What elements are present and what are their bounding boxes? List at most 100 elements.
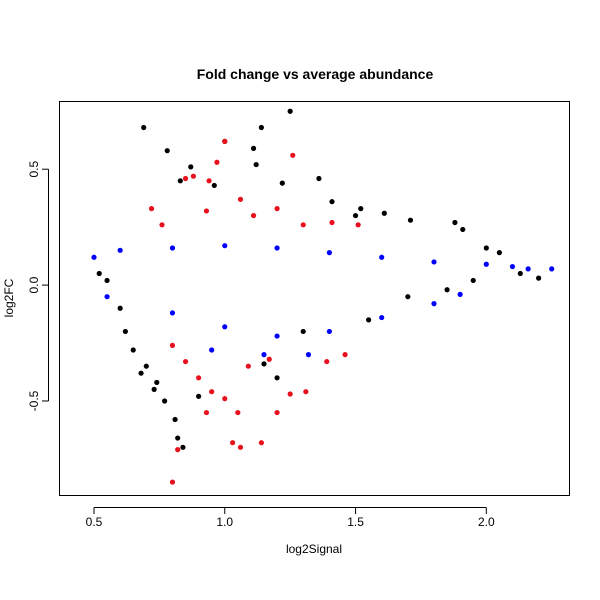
data-point <box>91 254 97 260</box>
x-tick-label: 0.5 <box>86 515 103 529</box>
data-point <box>245 363 251 369</box>
data-point <box>274 206 280 212</box>
data-point <box>148 206 155 212</box>
data-point <box>159 222 165 228</box>
data-point <box>300 222 306 228</box>
x-tick-label: 1.5 <box>347 515 364 529</box>
data-point <box>188 164 194 170</box>
data-point <box>253 161 259 168</box>
data-point <box>206 178 212 184</box>
data-point <box>209 347 215 353</box>
data-point <box>405 294 411 300</box>
data-point <box>303 389 309 395</box>
data-point <box>287 108 293 114</box>
data-point <box>290 152 296 158</box>
data-point <box>379 314 385 321</box>
data-point <box>250 212 257 219</box>
data-point <box>175 435 181 441</box>
y-axis-label: log2FC <box>2 278 16 317</box>
data-point <box>237 444 244 450</box>
y-tick-label: 0.0 <box>27 276 41 293</box>
data-point <box>549 266 555 272</box>
data-point <box>258 124 264 131</box>
data-point <box>175 447 181 453</box>
data-point <box>258 440 264 446</box>
data-point <box>266 356 272 362</box>
data-point <box>279 180 285 186</box>
data-point <box>169 310 176 316</box>
data-point <box>141 124 147 131</box>
data-point <box>460 226 466 233</box>
data-point <box>509 263 516 270</box>
data-point <box>172 416 178 423</box>
data-point <box>274 333 280 339</box>
data-point <box>517 270 523 277</box>
data-point <box>261 361 267 367</box>
data-point <box>274 409 280 416</box>
data-point <box>203 208 210 214</box>
data-point <box>96 270 102 277</box>
data-point <box>196 375 202 381</box>
data-point <box>122 328 128 335</box>
data-point <box>130 347 136 353</box>
data-point <box>235 409 241 416</box>
data-point <box>444 287 450 293</box>
data-point <box>483 261 489 267</box>
data-point <box>203 409 210 416</box>
data-point <box>182 175 189 182</box>
data-point <box>196 393 202 399</box>
data-point <box>431 259 437 265</box>
data-point <box>154 379 160 386</box>
data-point <box>305 352 312 358</box>
data-point <box>326 250 332 256</box>
y-tick-label: 0.5 <box>27 161 41 178</box>
data-point <box>366 317 372 323</box>
data-point <box>162 398 168 404</box>
data-point <box>355 222 361 228</box>
data-point <box>214 159 220 165</box>
data-point <box>117 305 123 311</box>
data-point <box>300 328 306 335</box>
data-point <box>222 138 228 144</box>
data-point <box>326 328 332 335</box>
data-point <box>250 145 257 151</box>
data-point <box>117 247 123 253</box>
data-point <box>164 148 170 154</box>
data-point <box>287 391 293 397</box>
data-point <box>190 173 196 179</box>
data-point <box>274 245 280 251</box>
data-point <box>329 219 335 226</box>
data-point <box>143 363 149 369</box>
data-point <box>237 196 244 202</box>
data-points <box>91 108 555 485</box>
data-point <box>222 324 228 330</box>
data-point <box>180 444 186 450</box>
y-axis: -0.5 0.0 0.5 <box>27 161 49 411</box>
data-point <box>342 352 348 358</box>
data-point <box>104 294 110 300</box>
data-point <box>452 219 458 226</box>
x-tick-label: 1.0 <box>216 515 233 529</box>
data-point <box>261 352 267 358</box>
data-point <box>324 358 330 365</box>
data-point <box>138 370 144 376</box>
data-point <box>316 175 322 182</box>
x-tick-label: 2.0 <box>478 515 495 529</box>
data-point <box>496 250 502 256</box>
data-point <box>230 440 236 446</box>
data-point <box>222 396 228 402</box>
data-point <box>525 266 531 272</box>
data-point <box>483 245 489 251</box>
data-point <box>209 389 215 395</box>
data-point <box>352 212 359 219</box>
data-point <box>407 217 414 223</box>
chart-title: Fold change vs average abundance <box>197 66 434 82</box>
data-point <box>182 358 189 365</box>
data-point <box>379 254 385 260</box>
x-axis-label: log2Signal <box>286 542 342 556</box>
x-axis: 0.5 1.0 1.5 2.0 <box>86 507 495 529</box>
data-point <box>169 245 176 251</box>
data-point <box>381 210 387 216</box>
data-point <box>104 277 110 284</box>
data-point <box>457 291 463 297</box>
